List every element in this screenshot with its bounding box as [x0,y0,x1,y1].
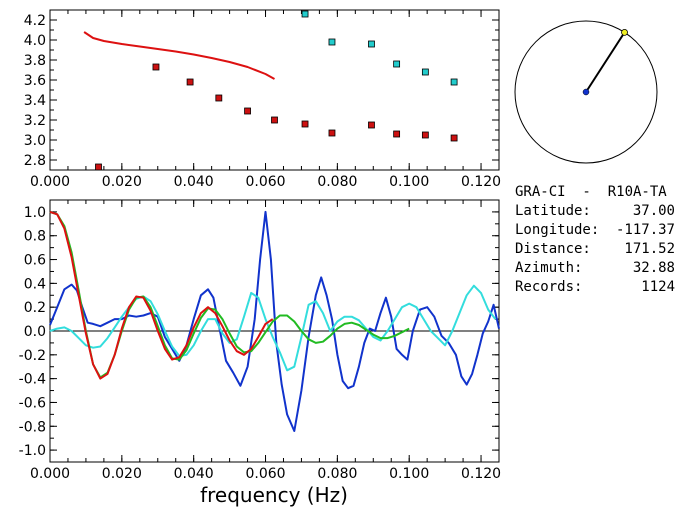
velocity-point [421,68,429,76]
y-tick-label: 3.4 [24,93,46,109]
info-label: Records: [515,279,583,295]
compass-center-dot [582,88,590,96]
velocity-point [244,107,251,115]
info-row-latitude: Latitude: 37.00 [515,202,685,221]
x-tick-label: 0.020 [102,174,142,190]
velocity-point [301,120,309,128]
velocity-plot-marks [83,10,458,171]
x-tick-label: 0.080 [317,466,357,482]
x-tick-label: 0.060 [245,466,285,482]
y-tick-label: 3.0 [24,133,46,149]
correlation-plot-ticks: 0.000 0.020 0.040 0.060 0.080 0.100 0.120 1.0 0.… [19,199,501,482]
info-label: Longitude: [515,222,600,238]
velocity-point [393,60,401,68]
station-pair-header: GRA-CI - R10A-TA [515,184,667,200]
y-tick-label: 0.0 [24,324,46,340]
info-value: -117.37 [615,222,675,238]
info-row-distance: Distance: 171.52 [515,240,685,259]
velocity-plot-ticks: 0.000 0.020 0.040 0.060 0.080 0.100 0.120 2.8 3.… [24,10,501,190]
info-row-records: Records: 1124 [515,278,685,297]
velocity-point [450,78,458,86]
x-tick-label: 0.020 [102,466,142,482]
velocity-point [450,134,458,142]
velocity-point [215,94,223,102]
velocity-series-line-2 [83,31,275,80]
y-tick-label: -0.8 [19,419,46,435]
info-value: 1124 [641,279,675,295]
correlation-series-line-2 [49,210,410,379]
x-tick-label: 0.120 [461,466,501,482]
y-tick-label: 0.6 [24,253,46,269]
info-value: 171.52 [624,241,675,257]
y-tick-label: 0.4 [24,276,46,292]
y-tick-label: 3.2 [24,113,46,129]
info-row-azimuth: Azimuth: 32.88 [515,259,685,278]
info-row-longitude: Longitude: -117.37 [515,221,685,240]
velocity-point [152,63,160,71]
y-tick-label: 4.2 [24,13,46,29]
velocity-point [393,130,401,138]
correlation-series-line-3 [49,210,274,380]
y-tick-label: -0.2 [19,348,46,364]
station-info-panel: GRA-CI - R10A-TA Latitude: 37.00 Longitu… [515,183,685,297]
x-tick-label: 0.040 [174,174,214,190]
y-tick-label: -1.0 [19,443,46,459]
x-tick-label: 0.080 [317,174,357,190]
info-label: Latitude: [515,203,591,219]
y-tick-label: 1.0 [24,205,46,221]
y-tick-label: 3.6 [24,73,46,89]
info-value: 32.88 [632,260,675,276]
correlation-series-line-1 [49,284,497,372]
x-tick-label: 0.000 [30,466,70,482]
x-axis-title: frequency (Hz) [200,483,348,507]
azimuth-needle [585,31,626,93]
velocity-plot-frame [49,9,500,171]
x-tick-label: 0.060 [245,174,285,190]
azimuth-tip-dot [621,28,628,36]
y-tick-label: 4.0 [24,33,46,49]
info-label: Azimuth: [515,260,583,276]
y-tick-label: -0.4 [19,372,46,388]
compass-circle [514,20,658,164]
info-label: Distance: [515,241,591,257]
x-tick-label: 0.000 [30,174,70,190]
x-tick-label: 0.120 [461,174,501,190]
velocity-plot: 0.000 0.020 0.040 0.060 0.080 0.100 0.120 2.8 3.… [24,9,501,190]
y-tick-label: 0.2 [24,300,46,316]
velocity-point [301,10,309,18]
velocity-point [368,121,375,129]
azimuth-compass [514,20,658,164]
y-tick-label: 2.8 [24,153,46,169]
info-value: 37.00 [632,203,675,219]
velocity-point [186,78,194,86]
velocity-point [328,38,336,46]
velocity-point [328,129,336,137]
velocity-point [271,116,278,124]
velocity-point [368,40,375,48]
y-tick-label: -0.6 [19,395,46,411]
x-tick-label: 0.100 [389,466,429,482]
y-tick-label: 0.8 [24,229,46,245]
x-tick-label: 0.100 [389,174,429,190]
correlation-plot: 0.000 0.020 0.040 0.060 0.080 0.100 0.120 1.0 0.… [19,199,501,507]
velocity-point [421,131,429,139]
correlation-plot-marks [49,210,500,432]
y-tick-label: 3.8 [24,53,46,69]
velocity-point [95,163,102,171]
x-tick-label: 0.040 [174,466,214,482]
correlation-series-line-0 [49,210,500,432]
